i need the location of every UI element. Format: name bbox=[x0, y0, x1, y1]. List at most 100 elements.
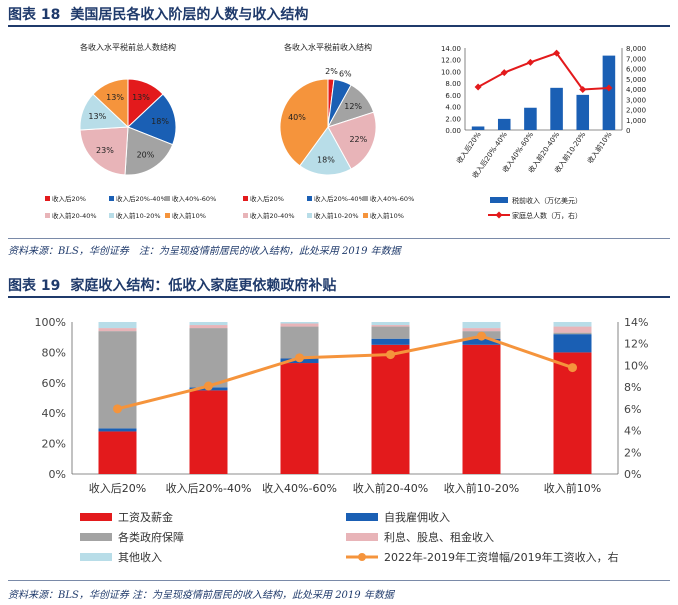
stack-y2tick-1: 2% bbox=[624, 446, 641, 459]
stack-bar-5-seg-5 bbox=[462, 322, 501, 329]
combo-ytick-1: 2.00 bbox=[445, 115, 461, 123]
figure-19-bottom-rule bbox=[8, 580, 670, 581]
combo-line-point-6 bbox=[605, 84, 613, 92]
stack-legend-swatch-2 bbox=[346, 513, 378, 521]
stack-bar-6-seg-5 bbox=[553, 322, 592, 327]
pie2-title: 各收入水平税前收入结构 bbox=[284, 42, 372, 52]
combo-y2tick-8: 8,000 bbox=[626, 45, 646, 53]
figure-19-chart: 0% 20% 40% 60% 80% 100% 0% 2% 4% 6% 8% 10% 12% 14% 收入后… bbox=[35, 316, 649, 564]
stack-bar-4-seg-1 bbox=[371, 344, 410, 474]
stack-legend-swatch-3 bbox=[80, 533, 112, 541]
combo-ytick-7: 14.00 bbox=[441, 45, 461, 53]
stack-legend-swatch-4 bbox=[346, 533, 378, 541]
stack-xtick-6: 收入前10% bbox=[544, 481, 601, 495]
stack-y2tick-5: 10% bbox=[624, 359, 648, 372]
stack-line-point-6 bbox=[568, 363, 577, 373]
stack-bar-3-seg-3 bbox=[280, 326, 319, 359]
pie2-legend-swatch-4 bbox=[243, 213, 248, 218]
stack-legend-label-2: 自我雇佣收入 bbox=[384, 510, 450, 524]
pie2-legend-label-4: 收入前20-40% bbox=[250, 211, 295, 220]
combo-bar-3 bbox=[524, 107, 537, 130]
pie1-legend-label-6: 收入前10% bbox=[172, 211, 206, 220]
combo-line bbox=[477, 51, 609, 91]
stack-bar-4-seg-2 bbox=[371, 338, 410, 345]
combo-y2tick-5: 5,000 bbox=[626, 76, 646, 84]
figure-19-title-text: 家庭收入结构：低收入家庭更依赖政府补贴 bbox=[70, 278, 337, 294]
stack-legend-label-4: 利息、股息、租金收入 bbox=[384, 530, 494, 544]
combo-bar-6 bbox=[602, 55, 616, 130]
pie2-legend-label-6: 收入前10% bbox=[370, 211, 404, 220]
pie1-slice-3 bbox=[124, 126, 174, 176]
pie1-legend-label-3: 收入40%-60% bbox=[172, 194, 216, 203]
stack-y2tick-0: 0% bbox=[624, 468, 641, 481]
pie1-legend-swatch-6 bbox=[165, 213, 170, 218]
stack-bar-2-seg-5 bbox=[189, 322, 228, 326]
stack-bar-6-seg-3 bbox=[553, 332, 592, 335]
combo-legend-bar-label: 税前收入（万亿美元） bbox=[512, 196, 582, 205]
pie2-legend-label-3: 收入40%-60% bbox=[370, 194, 414, 203]
combo-y2tick-2: 2,000 bbox=[626, 107, 646, 115]
stack-bar-1-seg-4 bbox=[98, 328, 137, 332]
stack-bar-3-seg-1 bbox=[280, 363, 319, 474]
combo-bar-1 bbox=[471, 126, 485, 130]
pie1-label-4: 23% bbox=[96, 146, 114, 155]
stack-bar-2-seg-4 bbox=[189, 325, 228, 329]
stack-legend-label-1: 工资及薪金 bbox=[118, 510, 173, 524]
combo-ytick-2: 4.00 bbox=[445, 104, 461, 112]
stack-bar-2-seg-1 bbox=[189, 390, 228, 474]
figure-18-rule bbox=[8, 25, 670, 27]
combo-xtick-1: 收入后20% bbox=[454, 130, 483, 165]
figure-18-charts: 各收入水平税前总人数结构 13% 18% 20% 23% 13% 13% 收入后20% 收入后2… bbox=[45, 42, 646, 220]
stack-y2tick-4: 8% bbox=[624, 381, 641, 394]
pie1-legend-label-5: 收入前10-20% bbox=[116, 211, 161, 220]
pie1-legend-label-1: 收入后20% bbox=[52, 194, 86, 203]
pie2-label-4: 22% bbox=[349, 135, 367, 144]
stack-xtick-3: 收入40%-60% bbox=[262, 481, 337, 495]
pie1-legend-swatch-3 bbox=[165, 196, 170, 201]
stack-legend-line-marker bbox=[358, 553, 366, 561]
pie1-legend-swatch-2 bbox=[109, 196, 114, 201]
pie2-slice-6 bbox=[279, 78, 329, 167]
pie1-legend-swatch-1 bbox=[45, 196, 50, 201]
pie1-label-3: 20% bbox=[137, 151, 155, 160]
combo-ytick-4: 8.00 bbox=[445, 80, 461, 88]
stack-bar-4-seg-5 bbox=[371, 322, 410, 326]
stack-bar-1-seg-1 bbox=[98, 431, 137, 474]
stack-bar-5-seg-4 bbox=[462, 328, 501, 332]
pie1-legend-label-2: 收入后20%-40% bbox=[116, 194, 167, 203]
pie1-label-5: 13% bbox=[88, 112, 106, 121]
combo-line-point-3 bbox=[526, 58, 534, 66]
stack-bar-6-seg-1 bbox=[553, 352, 592, 474]
combo-y2tick-0: 0 bbox=[626, 127, 630, 135]
figure-18-source: 资料来源：BLS，华创证券 注：为呈现疫情前居民的收入结构，此处采用 2019 … bbox=[8, 246, 401, 257]
stack-line-point-2 bbox=[204, 381, 213, 391]
stack-bar-4-seg-4 bbox=[371, 325, 410, 327]
stack-legend-label-5: 其他收入 bbox=[118, 550, 162, 564]
figure-19-number: 图表 19 bbox=[8, 278, 61, 294]
stack-legend-label-3: 各类政府保障 bbox=[118, 530, 184, 544]
stack-legend-label-6: 2022年-2019年工资增幅/2019年工资收入，右 bbox=[384, 550, 619, 564]
stack-y2tick-3: 6% bbox=[624, 403, 641, 416]
stack-line-point-4 bbox=[386, 350, 395, 360]
pie1-label-1: 13% bbox=[132, 93, 150, 102]
pie1-label-2: 18% bbox=[151, 117, 169, 126]
figure-18-title: 图表 18 美国居民各收入阶层的人数与收入结构 bbox=[8, 4, 308, 24]
pie2-label-6: 40% bbox=[288, 113, 306, 122]
figure-19-source: 资料来源：BLS，华创证券 注：为呈现疫情前居民的收入结构，此处采用 2019 … bbox=[8, 590, 394, 601]
stack-xtick-1: 收入后20% bbox=[89, 481, 146, 495]
stack-line bbox=[117, 334, 573, 411]
pie2-label-3: 12% bbox=[344, 102, 362, 111]
pie1-legend-swatch-5 bbox=[109, 213, 114, 218]
stack-bar-1-seg-3 bbox=[98, 331, 137, 429]
combo-y2tick-3: 3,000 bbox=[626, 96, 646, 104]
combo-ytick-0: 0.00 bbox=[445, 127, 461, 135]
pie2-legend-label-1: 收入后20% bbox=[250, 194, 284, 203]
combo-line-point-5 bbox=[579, 86, 587, 94]
pie2-slice-5 bbox=[299, 126, 352, 176]
pie2-label-1: 2% bbox=[325, 67, 338, 76]
stack-ytick-5: 100% bbox=[35, 316, 66, 329]
stack-legend-swatch-5 bbox=[80, 553, 112, 561]
pie2-legend-swatch-3 bbox=[363, 196, 368, 201]
stack-line-point-5 bbox=[477, 331, 486, 341]
pie1-legend-swatch-4 bbox=[45, 213, 50, 218]
